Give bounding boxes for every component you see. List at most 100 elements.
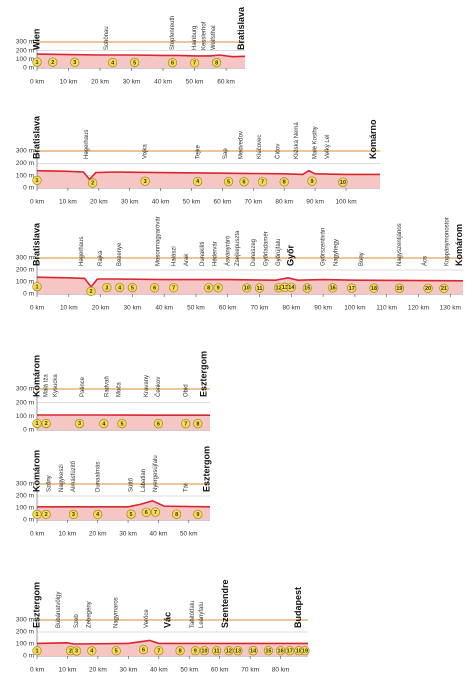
- x-tick-label: 80 km: [275, 199, 293, 206]
- y-tick-label: 0 m: [23, 653, 34, 660]
- x-tick-label: 20 km: [91, 79, 109, 86]
- marker-label: 20: [425, 286, 431, 292]
- marker: [48, 57, 58, 67]
- elevation-area: [37, 500, 210, 520]
- place-name: Hédervár: [213, 241, 219, 266]
- y-tick-label: 0 m: [23, 291, 34, 298]
- marker: [41, 418, 51, 429]
- marker: [223, 177, 234, 187]
- marker: [193, 509, 203, 519]
- x-tick-label: 60 km: [211, 667, 229, 674]
- place-name: Almásfüzitő: [71, 460, 77, 492]
- marker-label: 6: [243, 179, 246, 185]
- x-tick-label: 40 km: [155, 305, 173, 312]
- marker-label: 3: [73, 60, 76, 66]
- place-name: Patince: [80, 376, 86, 397]
- marker-label: 3: [75, 649, 78, 655]
- place-name: Komárom: [454, 224, 464, 266]
- y-tick-label: 100 m: [16, 56, 34, 63]
- marker-label: 8: [283, 180, 286, 186]
- marker: [257, 177, 268, 187]
- elevation-area: [37, 170, 380, 188]
- marker-label: 8: [196, 421, 199, 427]
- place-name: Nagyszentjános: [397, 223, 403, 266]
- marker-label: 2: [91, 181, 94, 187]
- marker-label: 8: [175, 512, 178, 518]
- marker: [87, 646, 97, 656]
- marker: [300, 646, 310, 656]
- place-name: Komárom: [31, 450, 41, 492]
- marker-label: 5: [115, 649, 118, 655]
- marker: [93, 509, 103, 520]
- marker-label: 4: [111, 60, 115, 66]
- marker-label: 7: [154, 510, 157, 516]
- marker-label: 15: [304, 286, 310, 292]
- place-name: Bratislava: [31, 222, 41, 266]
- marker: [239, 177, 249, 187]
- marker-label: 7: [157, 648, 160, 654]
- marker-label: 7: [193, 61, 196, 67]
- marker-label: 3: [144, 179, 147, 185]
- marker-label: 2: [69, 648, 72, 654]
- marker: [141, 507, 151, 517]
- marker-label: 13: [235, 648, 241, 654]
- place-name: Nyergesújfalu: [153, 455, 159, 492]
- marker-label: 6: [157, 421, 160, 427]
- marker: [347, 283, 357, 293]
- marker-label: 5: [133, 60, 136, 66]
- marker-label: 9: [196, 512, 199, 518]
- y-tick-label: 0 m: [23, 65, 34, 72]
- x-tick-label: 0 km: [30, 305, 44, 312]
- place-name: Radvaň: [104, 376, 110, 397]
- y-tick-label: 100 m: [16, 641, 34, 648]
- place-name: Bezenye: [117, 242, 123, 266]
- marker-label: 1: [35, 421, 38, 427]
- marker: [167, 58, 178, 68]
- x-tick-label: 50 km: [180, 531, 198, 538]
- place-name: Klúčovec: [257, 135, 263, 159]
- marker: [193, 419, 203, 429]
- marker-label: 3: [78, 421, 81, 427]
- marker: [88, 178, 98, 188]
- place-name: Nagykeszi: [59, 464, 65, 492]
- marker-label: 3: [105, 285, 108, 291]
- y-tick-label: 300 m: [16, 617, 34, 624]
- marker: [423, 283, 433, 293]
- x-tick-label: 110 km: [376, 305, 397, 312]
- place-name: Nagyhegy: [333, 239, 339, 266]
- marker-label: 2: [45, 512, 48, 518]
- marker: [204, 283, 214, 293]
- place-name: Kesslerhof: [202, 21, 208, 50]
- marker-label: 11: [257, 286, 263, 292]
- marker: [32, 57, 42, 67]
- place-name: Vojka: [143, 144, 149, 159]
- x-tick-label: 20 km: [89, 667, 107, 674]
- marker-label: 5: [120, 421, 123, 427]
- marker: [172, 509, 182, 519]
- place-name: Verőce: [144, 609, 150, 628]
- place-name: Komárno: [368, 119, 378, 159]
- marker: [127, 283, 137, 293]
- marker-label: 15: [265, 648, 271, 654]
- x-tick-label: 10 km: [60, 79, 78, 86]
- place-name: Dunaalmás: [95, 462, 101, 492]
- place-name: Čenkov: [155, 377, 162, 397]
- place-name: Číčov: [275, 144, 282, 159]
- x-tick-label: 30 km: [119, 531, 137, 538]
- marker-label: 4: [102, 421, 106, 427]
- marker-label: 7: [184, 421, 187, 427]
- x-tick-label: 90 km: [306, 199, 324, 206]
- y-tick-label: 100 m: [16, 172, 34, 179]
- place-name: Búbánatvölgy: [56, 592, 62, 628]
- place-name: Schönau: [104, 26, 110, 50]
- place-name: Győrladamér: [263, 231, 269, 266]
- marker-label: 8: [207, 286, 210, 292]
- marker-label: 9: [310, 179, 313, 185]
- marker-label: 7: [261, 180, 264, 186]
- y-tick-label: 0 m: [23, 185, 34, 192]
- marker-label: 14: [250, 648, 257, 654]
- place-name: Bratislava: [236, 6, 246, 50]
- marker-label: 10: [340, 180, 346, 186]
